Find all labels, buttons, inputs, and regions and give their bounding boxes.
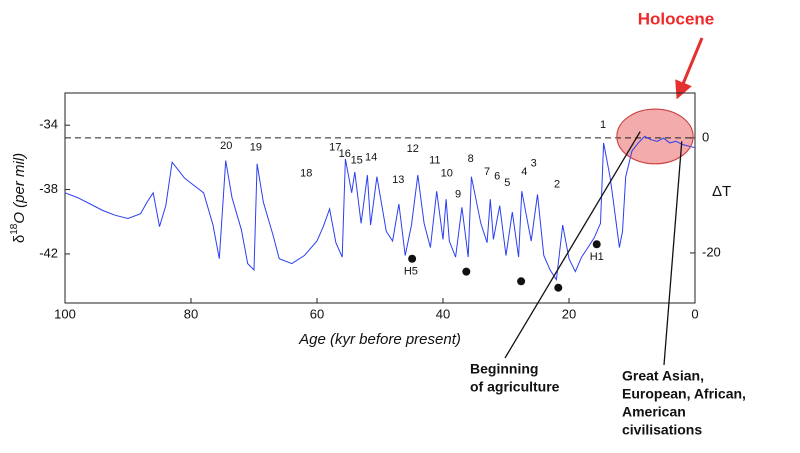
y2-tick-label: -20	[702, 244, 721, 259]
y2-axis-label: ΔT	[712, 183, 731, 200]
interstadial-label: 17	[329, 142, 341, 154]
callout-text: American	[622, 404, 686, 420]
x-tick-label: 20	[562, 306, 576, 321]
y-label-sup: 18	[9, 223, 20, 235]
heinrich-dot	[554, 283, 563, 292]
interstadial-label: 6	[494, 171, 500, 183]
interstadial-label: 16	[339, 148, 351, 160]
interstadial-label: 3	[531, 158, 537, 170]
interstadial-label: 19	[250, 142, 262, 154]
interstadial-label: 18	[300, 167, 312, 179]
callout-text: of agriculture	[470, 379, 560, 395]
interstadial-label: 15	[351, 154, 363, 166]
interstadial-label: 12	[407, 143, 419, 155]
interstadial-label: 13	[392, 174, 404, 186]
x-tick-label: 80	[184, 306, 198, 321]
heinrich-dot	[592, 240, 601, 249]
interstadial-label: 5	[504, 177, 510, 189]
heinrich-dot	[408, 254, 417, 263]
callout-text: civilisations	[622, 422, 702, 438]
holocene-arrow	[675, 37, 704, 100]
y-label-suffix: O (per mil)	[11, 153, 28, 224]
data-line	[64, 135, 696, 282]
interstadial-label: 4	[521, 166, 527, 178]
callout-line	[663, 141, 683, 366]
y-tick-label: -38	[39, 181, 58, 196]
x-tick-label: 40	[436, 306, 450, 321]
holocene-outline	[616, 108, 694, 165]
interstadial-label: 7	[484, 166, 490, 178]
interstadial-label: 14	[365, 151, 377, 163]
x-tick-label: 60	[310, 306, 324, 321]
y-label-prefix: δ	[11, 235, 28, 243]
y-axis-label: δ18O (per mil)	[9, 153, 28, 243]
plot-frame	[64, 92, 696, 304]
chart-title: Holocene	[638, 9, 715, 28]
y2-tick-label: 0	[702, 129, 709, 144]
interstadial-label: 2	[554, 179, 560, 191]
interstadial-label: 1	[600, 119, 606, 131]
interstadial-label: 11	[429, 154, 440, 166]
interstadial-label: 9	[455, 188, 461, 200]
interstadial-label: 20	[220, 140, 232, 152]
y-tick-label: -42	[39, 245, 58, 260]
y-tick-label: -34	[39, 117, 58, 132]
callout-line	[504, 131, 641, 359]
x-axis-label: Age (kyr before present)	[298, 331, 461, 348]
interstadial-label: 10	[441, 167, 453, 179]
callout-text: Great Asian,	[622, 368, 704, 384]
interstadial-label: 8	[468, 153, 474, 165]
callout-text: Beginning	[470, 361, 538, 377]
interstadial-label: H1	[590, 251, 604, 263]
callout-text: European, African,	[622, 386, 746, 402]
interstadial-label: H5	[404, 266, 418, 278]
heinrich-dot	[462, 267, 471, 276]
x-tick-label: 0	[691, 306, 698, 321]
heinrich-dot	[517, 277, 526, 286]
x-tick-label: 100	[54, 306, 76, 321]
